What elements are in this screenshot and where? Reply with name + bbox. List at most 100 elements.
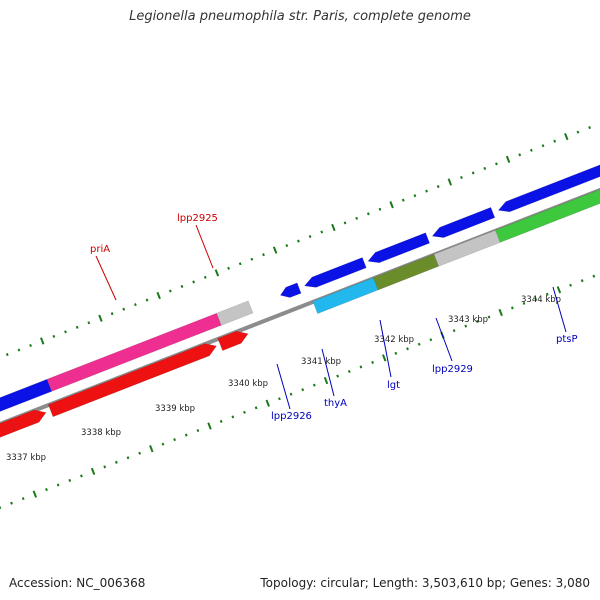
scale-tick-lower [382, 354, 387, 362]
scale-tick-lower [254, 406, 258, 410]
gene-leader-line [195, 224, 214, 269]
scale-tick-lower [452, 329, 456, 333]
scale-tick-upper [343, 221, 347, 225]
scale-tick-lower [278, 397, 281, 401]
scale-tick-lower [371, 360, 374, 364]
scale-label: 3339 kbp [155, 404, 195, 414]
scale-tick-upper [389, 201, 394, 209]
gene-red-lpp2925-cds [217, 330, 249, 351]
scale-tick-upper [238, 262, 242, 266]
scale-tick-lower [149, 445, 154, 453]
scale-tick-upper [156, 291, 161, 300]
scale-tick-upper [331, 223, 336, 232]
scale-tick-upper [576, 130, 580, 134]
scale-tick-lower [394, 351, 398, 355]
scale-tick-lower [138, 451, 142, 455]
scale-tick-lower [534, 297, 538, 301]
gene-red-arrow-1 [10, 409, 47, 432]
scale-tick-lower [56, 483, 60, 487]
scale-tick-lower [476, 320, 479, 324]
gene-blue-lgt [431, 207, 496, 238]
scale-tick-lower [103, 465, 107, 469]
scale-tick-upper [541, 144, 545, 148]
map-title: Legionella pneumophila str. Paris, compl… [129, 9, 471, 24]
scale-tick-upper [308, 234, 312, 239]
scale-tick-lower [498, 308, 503, 317]
scale-tick-lower [347, 369, 351, 374]
scale-tick-upper [425, 189, 428, 193]
scale-label: 3337 kbp [6, 453, 46, 463]
scale-tick-lower [569, 283, 572, 287]
scale-tick-upper [40, 337, 45, 345]
gene-leader-line [379, 319, 392, 378]
scale-tick-upper [529, 148, 533, 152]
gene-leader-line [321, 348, 335, 397]
gene-label-lpp2929: lpp2929 [432, 364, 473, 375]
scale-tick-upper [145, 298, 149, 302]
scale-tick-upper [518, 153, 522, 157]
gene-green-ptsp [495, 189, 600, 243]
scale-tick-lower [487, 315, 491, 319]
gene-blue-ptsp [497, 164, 600, 213]
gene-label-ptsp: ptsP [556, 334, 578, 345]
scale-tick-lower [301, 388, 305, 392]
scale-tick-upper [29, 343, 32, 348]
scale-tick-lower [243, 410, 246, 414]
scale-tick-lower [580, 279, 584, 283]
scale-tick-upper [355, 216, 359, 220]
scale-tick-upper [471, 171, 475, 175]
gene-leader-line [552, 286, 567, 333]
gene-label-lgt: lgt [387, 380, 400, 391]
scale-tick-upper [122, 307, 126, 311]
gene-leader-line [435, 317, 453, 362]
scale-tick-lower [10, 501, 13, 505]
scale-tick-upper [495, 162, 498, 166]
scale-tick-upper [110, 312, 114, 316]
gene-blue-small [279, 282, 302, 298]
scale-tick-upper [272, 246, 278, 254]
scale-tick-lower [510, 306, 514, 310]
scale-tick-upper [320, 230, 324, 234]
scale-tick-lower [126, 456, 130, 460]
scale-tick-upper [87, 321, 91, 325]
scale-tick-upper [203, 275, 207, 279]
scale-tick-lower [359, 365, 363, 369]
scale-tick-lower [207, 422, 212, 430]
scale-tick-lower [196, 428, 200, 433]
scale-tick-lower [312, 383, 316, 387]
scale-tick-upper [98, 314, 103, 322]
gene-red-pria-cds [47, 343, 218, 418]
genome-summary-text: Topology: circular; Length: 3,503,610 bp… [260, 576, 590, 590]
scale-tick-lower [90, 467, 96, 476]
scale-tick-lower [68, 478, 72, 482]
scale-tick-upper [483, 166, 487, 170]
gene-label-pria: priA [90, 244, 110, 255]
scale-tick-upper [588, 126, 591, 130]
scale-tick-lower [556, 286, 562, 294]
scale-tick-upper [297, 239, 300, 243]
gene-leader-line [95, 255, 117, 301]
scale-tick-lower [161, 442, 165, 446]
scale-tick-upper [285, 244, 289, 248]
scale-tick-lower [21, 497, 25, 501]
scale-label: 3344 kbp [521, 295, 561, 305]
scale-tick-upper [553, 139, 557, 143]
scale-tick-upper [436, 185, 440, 189]
scale-tick-upper [413, 194, 417, 198]
scale-tick-upper [227, 266, 230, 270]
gene-leader-line [276, 363, 291, 410]
scale-tick-upper [460, 175, 463, 180]
scale-tick-lower [219, 419, 223, 423]
accession-text: Accession: NC_006368 [9, 576, 146, 590]
scale-tick-upper [180, 284, 184, 288]
scale-tick-lower [231, 415, 235, 419]
scale-tick-upper [401, 198, 405, 202]
scale-label: 3340 kbp [228, 379, 268, 389]
scale-tick-lower [464, 324, 468, 328]
scale-tick-lower [545, 292, 549, 296]
scale-label: 3341 kbp [301, 357, 341, 367]
scale-tick-upper [564, 133, 569, 141]
scale-tick-lower [32, 490, 38, 498]
scale-tick-lower [45, 488, 48, 492]
